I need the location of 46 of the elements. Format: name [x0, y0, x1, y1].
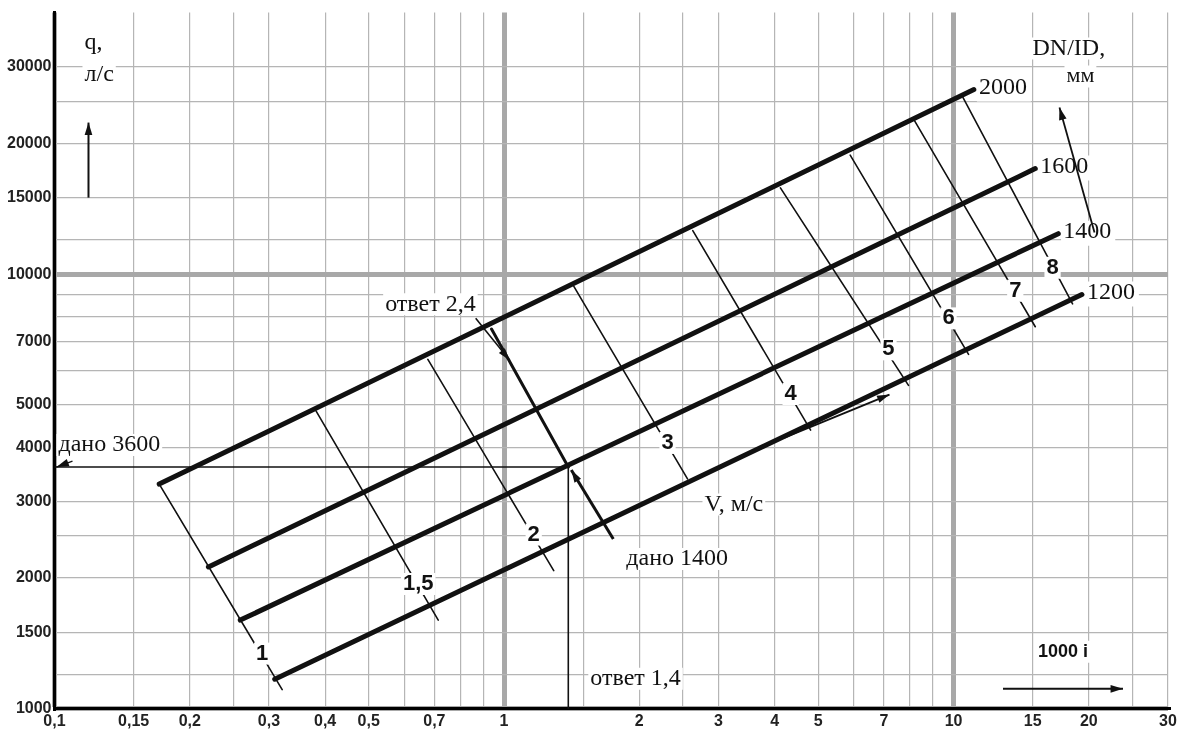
- x-tick-label: 3: [714, 711, 724, 729]
- series-label: 2: [527, 520, 540, 546]
- x-tick-label: 1: [499, 711, 509, 729]
- y-tick-label: 7000: [15, 331, 52, 349]
- x-tick-label: 0,7: [423, 711, 446, 729]
- x-tick-label: 4: [770, 711, 780, 729]
- x-tick-label: 7: [879, 711, 889, 729]
- x-tick-label: 5: [813, 711, 823, 729]
- annotation: дано 3600: [58, 430, 161, 457]
- annotation: дано 1400: [626, 544, 729, 571]
- annotation: V, м/с: [704, 489, 764, 516]
- y-tick-label: 3000: [15, 491, 52, 509]
- annotation: DN/ID, мм: [1032, 33, 1106, 88]
- y-tick-label: 2000: [15, 568, 52, 586]
- x-tick-label: 0,3: [257, 711, 281, 729]
- annotation: ответ 1,4: [590, 664, 681, 691]
- series-label: 6: [942, 304, 955, 330]
- y-tick-label: 10000: [6, 264, 52, 282]
- x-tick-label: 0,15: [118, 711, 150, 729]
- x-tick-label: 2: [634, 711, 644, 729]
- y-tick-label: 1500: [15, 622, 52, 640]
- x-tick-label: 15: [1023, 711, 1042, 729]
- series-label: 1: [256, 639, 269, 665]
- series-label: 1,5: [402, 570, 434, 596]
- series-label: 1200: [1086, 277, 1135, 304]
- series-label: 3: [661, 429, 674, 455]
- x-tick-label: 0,4: [314, 711, 337, 729]
- y-tick-label: 15000: [6, 188, 52, 206]
- series-label: 1400: [1063, 216, 1112, 243]
- series-label: 7: [1009, 276, 1022, 302]
- series-label: 4: [784, 380, 798, 406]
- x-tick-label: 30: [1159, 711, 1177, 729]
- x-axis-title: 1000 i: [1037, 640, 1089, 661]
- x-tick-label: 0,5: [357, 711, 380, 729]
- series-label: 5: [882, 335, 895, 361]
- y-tick-label: 4000: [15, 437, 52, 455]
- y-tick-label: 5000: [15, 395, 52, 413]
- y-axis-title: q, л/с: [84, 27, 114, 86]
- x-tick-label: 20: [1079, 711, 1098, 729]
- x-tick-label: 0,2: [178, 711, 202, 729]
- series-label: 2000: [978, 72, 1027, 99]
- y-tick-label: 30000: [6, 57, 52, 75]
- y-tick-label: 20000: [6, 133, 52, 151]
- x-tick-label: 10: [944, 711, 963, 729]
- series-label: 8: [1046, 253, 1059, 279]
- annotation: ответ 2,4: [385, 289, 476, 316]
